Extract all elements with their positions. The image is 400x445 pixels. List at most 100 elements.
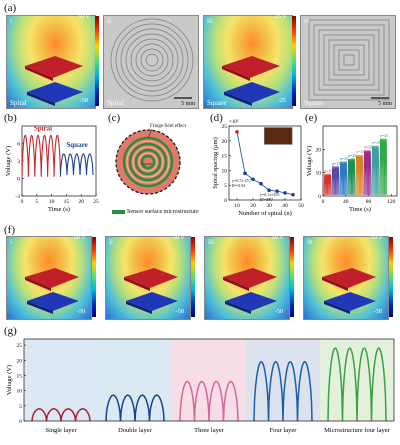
colorbar (95, 16, 99, 106)
roman-label: ii (109, 238, 113, 246)
colorbar (292, 16, 296, 106)
colorbar-min: -50 (275, 309, 283, 315)
fringe-field-label: Fringe field effect (150, 124, 187, 129)
y-tick-label: 5 (19, 404, 22, 410)
colorbar-max: 50 V (173, 235, 185, 241)
roman-label: iii (208, 238, 214, 246)
x-axis-label: Number of spiral (n) (238, 210, 292, 217)
colorbar-max: 50 V (74, 235, 86, 241)
sample-label: Spiral (10, 99, 27, 107)
colorbar (191, 237, 195, 317)
y-tick-label: 10 (316, 171, 322, 177)
y-tick-label: 0 (19, 419, 22, 425)
x-tick-label: 80 (366, 199, 372, 205)
x-tick-label: 40 (343, 199, 349, 205)
microscope-image-spiral: ii Spiral 5 mm (103, 15, 199, 109)
legend-label: Square (66, 141, 87, 149)
series-label: Double layer (118, 427, 153, 434)
inner-label: Square (141, 161, 153, 166)
plot-frame (228, 125, 302, 201)
sample-label: Square (304, 99, 324, 107)
sample-label: Spiral (107, 99, 124, 107)
data-point (267, 188, 271, 193)
data-point (283, 191, 287, 195)
inset-image (263, 127, 293, 145)
x-axis-label: Time (s) (349, 206, 371, 213)
y-tick-label: 0 (224, 198, 227, 204)
colorbar-min: -50 (80, 98, 88, 104)
series-background (98, 339, 172, 421)
y-tick-label: 0 (17, 177, 20, 183)
series-line (355, 155, 364, 195)
fit-equation-2: y=0.1x+455 (260, 192, 280, 197)
plot-frame (23, 338, 395, 422)
x-axis-label: Time (s) (48, 206, 70, 213)
panel-label-f: (f) (4, 224, 15, 236)
y-tick-label: 3 (17, 159, 20, 165)
colorbar-max: 50 V (78, 14, 90, 20)
simulation-image-square: iii Square (203, 15, 293, 109)
colorbar (290, 237, 294, 317)
fit-line (236, 131, 246, 174)
fit-r2-1: R²=0.94 (232, 183, 246, 188)
scale-bar-label: 5 mm (378, 101, 392, 107)
series-label: Three layer (194, 427, 225, 434)
series-label: n=35 (364, 145, 372, 150)
series-label: Single layer (45, 427, 77, 434)
y-tick-label: 15 (222, 154, 228, 160)
x-tick-label: 0 (322, 199, 325, 205)
x-tick-label: 0 (21, 199, 24, 205)
panel-label-d: (d) (210, 112, 223, 124)
y-tick-label: 15 (17, 373, 23, 379)
series-line (347, 157, 356, 195)
roman-label: i (10, 238, 12, 246)
panel-label-e: (e) (305, 112, 318, 124)
series-label: n=15 (332, 161, 340, 166)
series-label: n=45 (380, 133, 388, 138)
series-label: n=25 (348, 153, 356, 158)
simulation-image-layer: i (6, 236, 92, 320)
roman-label: ii (107, 17, 111, 25)
data-point (259, 181, 263, 186)
y-tick-label: 0 (318, 194, 321, 200)
series-line (339, 160, 348, 195)
series-background (24, 339, 98, 421)
series-line (379, 138, 388, 195)
colorbar-max: 50 V (371, 235, 383, 241)
colorbar-min: -50 (176, 309, 184, 315)
y-tick-label: 20 (17, 358, 23, 364)
data-point (251, 177, 255, 182)
y-tick-label: 20 (222, 139, 228, 145)
y-axis-label: Voltage (V) (6, 365, 13, 395)
series-line (323, 173, 332, 195)
y-tick-label: 10 (222, 168, 228, 174)
panel-label-a: (a) (4, 2, 17, 14)
plot-frame (322, 125, 398, 197)
y-tick-label: 6 (17, 142, 20, 148)
series-line (363, 150, 372, 195)
x-tick-label: 20 (78, 199, 84, 205)
sample-label: Square (207, 99, 227, 107)
data-point (243, 171, 247, 176)
y-axis-label: Voltage (V) (5, 146, 12, 176)
colorbar-min: -25 (278, 98, 286, 104)
series-label: n=10 (324, 169, 332, 174)
chart-g: Single layer Double layer Three layer Four … (6, 338, 395, 434)
colorbar (389, 237, 393, 317)
data-point (291, 192, 295, 197)
series-line (21, 134, 62, 177)
x-tick-label: 30 (266, 203, 272, 209)
x-tick-label: 5 (35, 199, 38, 205)
y-tick-label: 25 (17, 343, 23, 349)
data-point (235, 130, 239, 134)
simulation-image-layer: iv (303, 236, 389, 320)
panel-label-c: (c) (108, 112, 121, 124)
panel-label-b: (b) (4, 112, 17, 124)
simulation-image-layer: iii (204, 236, 290, 320)
microscope-image-square: iv Square 5 mm (300, 15, 396, 109)
x-tick-label: 10 (234, 203, 240, 209)
fit-r2-2: R²=0.97 (260, 197, 274, 202)
legend-label: Spiral (34, 125, 52, 133)
